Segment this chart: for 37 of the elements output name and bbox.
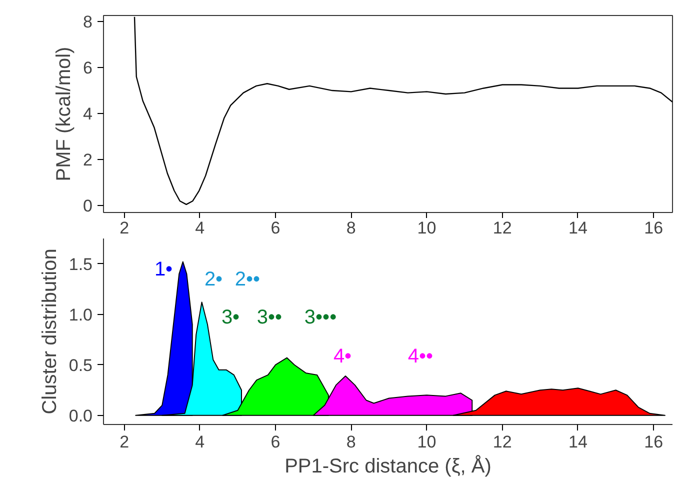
annotation: 3••• — [304, 306, 337, 328]
y-tick-label: 1.0 — [68, 305, 93, 324]
x2-tick-label: 12 — [492, 432, 512, 452]
x-tick-label: 6 — [270, 218, 280, 238]
y-axis-title: PMF (kcal/mol) — [53, 46, 76, 182]
y-tick-label: 6 — [83, 58, 93, 78]
y-tick-label: 0 — [83, 196, 93, 216]
x-tick-label: 16 — [644, 218, 664, 238]
x-tick-label: 2 — [120, 218, 130, 238]
x2-tick-label: 2 — [120, 432, 130, 452]
annotation: 3•• — [256, 306, 282, 328]
annotation: 4•• — [408, 346, 434, 368]
y-axis-title: Cluster distribution — [38, 248, 61, 414]
x-tick-label: 4 — [195, 218, 205, 238]
y-tick-label: 2 — [83, 150, 93, 170]
x-tick-label: 8 — [346, 218, 356, 238]
y-tick-label: 8 — [83, 12, 93, 32]
annotation: 1• — [154, 258, 173, 280]
line-series — [134, 16, 672, 206]
y-tick-label: 0.5 — [68, 356, 93, 375]
x-tick-label: 14 — [568, 218, 588, 238]
x-tick-label: 12 — [492, 218, 512, 238]
y-tick-label: 0.0 — [68, 406, 93, 426]
x2-tick-label: 14 — [568, 432, 588, 452]
x2-tick-label: 6 — [270, 432, 280, 452]
annotation: 2• — [204, 268, 223, 290]
x-axis-title: PP1-Src distance (ξ, Å) — [284, 454, 492, 478]
x2-tick-label: 16 — [644, 432, 664, 452]
annotation: 3• — [221, 306, 240, 328]
x2-tick-label: 4 — [195, 432, 205, 452]
annotation: 2•• — [234, 268, 260, 290]
y-tick-label: 1.5 — [68, 254, 93, 274]
x2-tick-label: 8 — [346, 432, 356, 452]
y-tick-label: 4 — [83, 104, 93, 124]
x2-tick-label: 10 — [417, 432, 436, 452]
annotation: 4• — [333, 346, 352, 368]
x-tick-label: 10 — [417, 218, 436, 238]
